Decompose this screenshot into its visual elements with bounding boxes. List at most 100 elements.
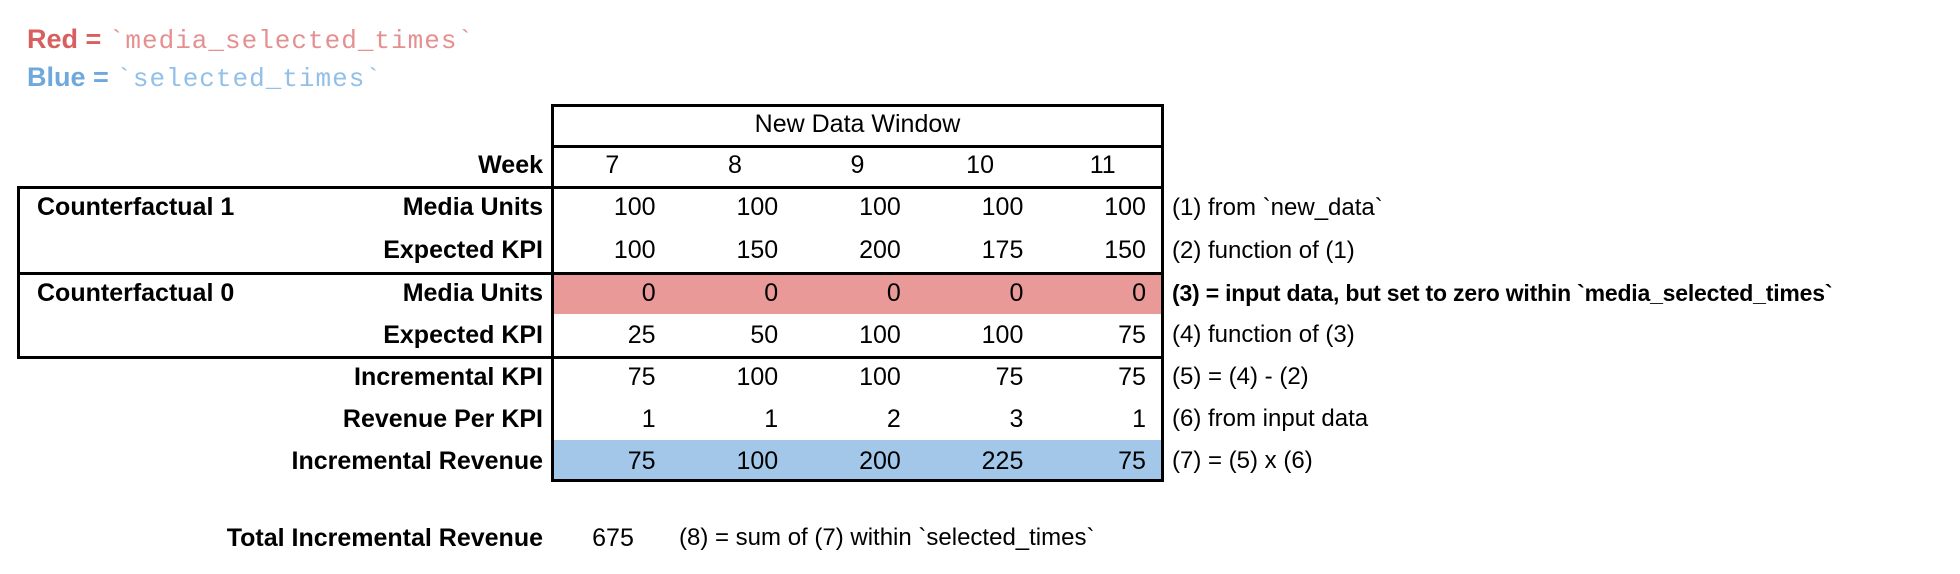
- value-cell: 100: [981, 321, 1024, 349]
- table-row: Expected KPI 25 50 100 100 75 (4) function of …: [17, 314, 1355, 356]
- value-cell: 0: [886, 279, 901, 307]
- annotation: (4) function of (3): [1172, 321, 1355, 348]
- counterfactual1-top-border: [17, 186, 1164, 189]
- row-label: Revenue Per KPI: [342, 405, 543, 433]
- legend-red-text: Red =: [27, 24, 109, 54]
- group-label: [17, 440, 277, 482]
- value-cell: 100: [981, 193, 1024, 221]
- data-strip: 0 0 0 0 0: [551, 272, 1164, 314]
- value-cell: 100: [859, 321, 901, 349]
- group-label: [17, 229, 277, 272]
- value-cell: 3: [1009, 405, 1024, 433]
- table-row: Incremental KPI 75 100 100 75 75 (5) = (4) - (…: [17, 356, 1309, 398]
- value-cell: 0: [1009, 279, 1024, 307]
- table-row: Counterfactual 0 Media Units 0 0 0 0 0 (3) = in…: [17, 272, 1832, 314]
- value-cell: 0: [641, 279, 656, 307]
- row-label: Media Units: [402, 279, 543, 307]
- counterfactual-divider-border: [17, 272, 1164, 275]
- data-strip: 100 100 100 100 100: [551, 186, 1164, 229]
- legend-blue-line: Blue = `selected_times`: [27, 62, 382, 94]
- annotation: (6) from input data: [1172, 405, 1369, 432]
- value-cell: 100: [859, 363, 901, 391]
- data-strip: 100 150 200 175 150: [551, 229, 1164, 272]
- week-row-spacer: [17, 145, 277, 186]
- value-cell: 75: [627, 447, 656, 475]
- data-left-border: [551, 104, 554, 482]
- row-label: Expected KPI: [383, 236, 543, 264]
- new-data-window-header: New Data Window: [754, 110, 961, 138]
- group-label: [17, 314, 277, 356]
- group-label: Counterfactual 0: [37, 279, 235, 307]
- value-cell: 100: [613, 236, 656, 264]
- annotation: (2) function of (1): [1172, 237, 1355, 264]
- value-cell: 100: [736, 363, 779, 391]
- table-row: Counterfactual 1 Media Units 100 100 100 100 1…: [17, 186, 1383, 229]
- value-cell: 0: [1132, 279, 1146, 307]
- value-cell: 100: [736, 447, 779, 475]
- value-cell: 150: [1104, 236, 1146, 264]
- legend-blue-text: Blue =: [27, 62, 117, 92]
- annotation: (3) = input data, but set to zero within…: [1172, 280, 1833, 306]
- value-cell: 50: [750, 321, 779, 349]
- legend-blue-code: `selected_times`: [116, 64, 382, 94]
- week-cell: 10: [966, 151, 994, 179]
- week-values: 7 8 9 10 11: [551, 145, 1164, 186]
- group-label: Counterfactual 1: [37, 193, 235, 221]
- data-strip: 25 50 100 100 75: [551, 314, 1164, 356]
- data-strip: 1 1 2 3 1: [551, 398, 1164, 440]
- counterfactual0-bottom-border: [17, 356, 1164, 359]
- data-right-border: [1161, 104, 1164, 482]
- value-cell: 75: [1118, 321, 1146, 349]
- row-label: Expected KPI: [383, 321, 543, 349]
- table-bottom-border: [551, 479, 1164, 482]
- value-cell: 75: [1118, 447, 1146, 475]
- annotation: (1) from `new_data`: [1172, 194, 1383, 221]
- value-cell: 1: [1132, 405, 1146, 433]
- value-cell: 75: [995, 363, 1024, 391]
- group-left-border: [17, 186, 20, 359]
- total-row: Total Incremental Revenue 675 (8) = sum …: [17, 518, 1095, 558]
- row-label: Incremental Revenue: [291, 447, 544, 475]
- week-cell: 9: [850, 151, 865, 179]
- value-cell: 100: [859, 193, 901, 221]
- header-top-border: [551, 104, 1164, 107]
- legend-red-line: Red = `media_selected_times`: [27, 24, 474, 56]
- value-cell: 100: [1104, 193, 1146, 221]
- week-row: Week 7 8 9 10 11: [17, 145, 1164, 186]
- value-cell: 100: [613, 193, 656, 221]
- value-cell: 200: [859, 236, 901, 264]
- value-cell: 1: [641, 405, 656, 433]
- group-label: [17, 356, 277, 398]
- row-label: Incremental KPI: [354, 363, 543, 391]
- value-cell: 25: [627, 321, 656, 349]
- legend-red-code: `media_selected_times`: [108, 26, 475, 56]
- header-bottom-border: [551, 145, 1164, 148]
- week-cell: 8: [727, 151, 742, 179]
- value-cell: 1: [764, 405, 779, 433]
- value-cell: 100: [736, 193, 779, 221]
- total-annotation: (8) = sum of (7) within `selected_times`: [679, 524, 1095, 551]
- total-value: 675: [592, 524, 634, 552]
- value-cell: 0: [764, 279, 779, 307]
- annotation: (5) = (4) - (2): [1172, 363, 1309, 390]
- value-cell: 2: [886, 405, 901, 433]
- week-cell: 7: [605, 151, 620, 179]
- data-strip: 75 100 200 225 75: [551, 440, 1164, 482]
- value-cell: 200: [859, 447, 901, 475]
- value-cell: 225: [981, 447, 1024, 475]
- week-label: Week: [478, 151, 543, 179]
- week-cell: 11: [1089, 151, 1116, 179]
- row-label: Media Units: [402, 193, 543, 221]
- total-label: Total Incremental Revenue: [226, 524, 543, 552]
- value-cell: 75: [1118, 363, 1146, 391]
- table-row: Expected KPI 100 150 200 175 150 (2) function …: [17, 229, 1355, 272]
- value-cell: 175: [981, 236, 1024, 264]
- table-row: Revenue Per KPI 1 1 2 3 1 (6) from input data: [17, 398, 1368, 440]
- table-row: Incremental Revenue 75 100 200 225 75 (7) = (5…: [17, 440, 1313, 482]
- annotation: (7) = (5) x (6): [1172, 447, 1313, 474]
- value-cell: 75: [627, 363, 656, 391]
- group-label: [17, 398, 277, 440]
- data-strip: 75 100 100 75 75: [551, 356, 1164, 398]
- value-cell: 150: [736, 236, 779, 264]
